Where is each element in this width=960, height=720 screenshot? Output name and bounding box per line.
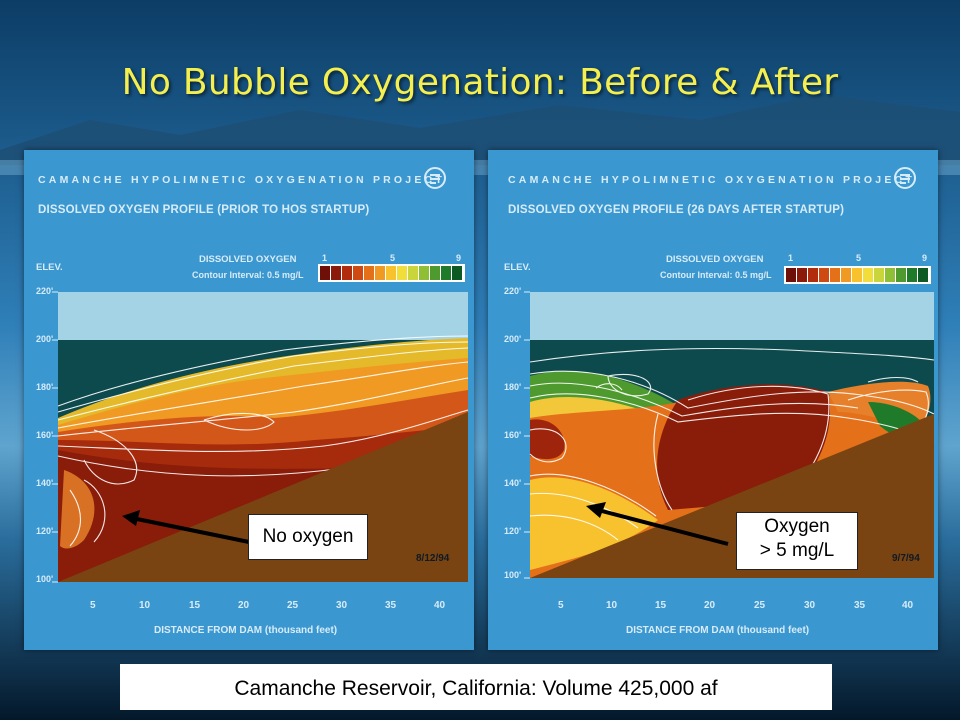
legend-swatch xyxy=(441,266,451,280)
x-tick: 10 xyxy=(606,600,618,611)
y-tick: 180' xyxy=(504,382,522,392)
legend-swatch xyxy=(885,268,895,282)
project-title: CAMANCHE HYPOLIMNETIC OXYGENATION PROJEC… xyxy=(38,174,445,186)
legend-swatch xyxy=(452,266,462,280)
profile-subtitle: DISSOLVED OXYGEN PROFILE (PRIOR TO HOS S… xyxy=(38,204,370,216)
legend-swatch xyxy=(397,266,407,280)
legend-swatch xyxy=(430,266,440,280)
y-tick: 120' xyxy=(504,526,522,536)
y-axis-label: ELEV. xyxy=(504,262,531,273)
legend-tick: 9 xyxy=(922,253,928,263)
profile-date: 8/12/94 xyxy=(416,553,450,564)
profile-panel-before: CAMANCHE HYPOLIMNETIC OXYGENATION PROJEC… xyxy=(24,150,474,650)
y-tick: 180' xyxy=(36,382,54,392)
legend-swatch xyxy=(863,268,873,282)
legend-tick: 1 xyxy=(788,253,794,263)
x-tick: 15 xyxy=(189,600,201,611)
callout-arrow xyxy=(586,502,729,546)
legend-swatch xyxy=(841,268,851,282)
slide-title: No Bubble Oxygenation: Before & After xyxy=(121,62,839,103)
y-tick: 220' xyxy=(36,286,54,296)
legend-swatch xyxy=(797,268,807,282)
x-tick: 30 xyxy=(336,600,348,611)
legend-color-bar xyxy=(784,266,931,284)
contour-plot-after xyxy=(524,266,935,579)
callout-text: Oxygen xyxy=(764,516,830,537)
legend-swatch xyxy=(408,266,418,280)
x-tick: 10 xyxy=(139,600,151,611)
y-tick: 140' xyxy=(36,478,54,488)
legend-swatch xyxy=(342,266,352,280)
legend-swatch xyxy=(419,266,429,280)
slide-caption: Camanche Reservoir, California: Volume 4… xyxy=(120,664,832,710)
y-tick: 100' xyxy=(504,570,522,580)
legend-swatch xyxy=(364,266,374,280)
callout-arrow xyxy=(122,510,250,544)
legend-swatch xyxy=(830,268,840,282)
x-tick: 40 xyxy=(902,600,914,611)
legend-contour-interval: Contour Interval: 0.5 mg/L xyxy=(192,270,304,280)
y-tick: 200' xyxy=(504,334,522,344)
y-tick: 140' xyxy=(504,478,522,488)
x-tick: 5 xyxy=(90,600,96,611)
legend-tick: 9 xyxy=(456,253,462,263)
y-tick: 100' xyxy=(36,574,54,584)
callout-text: > 5 mg/L xyxy=(759,540,835,561)
x-tick: 25 xyxy=(287,600,299,611)
legend-swatch xyxy=(320,266,330,280)
legend-swatch xyxy=(874,268,884,282)
legend-color-bar xyxy=(318,264,465,282)
x-tick: 15 xyxy=(655,600,667,611)
y-tick: 160' xyxy=(504,430,522,440)
profile-date: 9/7/94 xyxy=(892,553,920,564)
legend-swatch xyxy=(907,268,917,282)
legend-tick: 5 xyxy=(390,253,396,263)
profile-panel-after: CAMANCHE HYPOLIMNETIC OXYGENATION PROJEC… xyxy=(488,150,938,650)
legend-swatch xyxy=(819,268,829,282)
callout-no-oxygen: No oxygen xyxy=(248,514,368,560)
y-tick: 160' xyxy=(36,430,54,440)
x-tick: 30 xyxy=(804,600,816,611)
legend-swatch xyxy=(375,266,385,280)
callout-text: No oxygen xyxy=(262,526,354,547)
legend-title: DISSOLVED OXYGEN xyxy=(666,254,764,265)
legend-swatch xyxy=(918,268,928,282)
x-tick: 5 xyxy=(558,600,564,611)
x-tick: 40 xyxy=(434,600,446,611)
y-tick: 120' xyxy=(36,526,54,536)
legend-tick: 5 xyxy=(856,253,862,263)
legend-swatch xyxy=(786,268,796,282)
legend-contour-interval: Contour Interval: 0.5 mg/L xyxy=(660,270,772,280)
legend-swatch xyxy=(808,268,818,282)
agency-logo-icon xyxy=(894,167,916,189)
legend-swatch xyxy=(896,268,906,282)
contour-plot-before xyxy=(52,264,469,583)
x-tick: 35 xyxy=(854,600,866,611)
x-tick: 20 xyxy=(704,600,716,611)
legend-swatch xyxy=(852,268,862,282)
profile-subtitle: DISSOLVED OXYGEN PROFILE (26 DAYS AFTER … xyxy=(508,204,845,216)
agency-logo-icon xyxy=(424,167,446,189)
legend-swatch xyxy=(353,266,363,280)
x-axis-label: DISTANCE FROM DAM (thousand feet) xyxy=(626,625,810,636)
legend-title: DISSOLVED OXYGEN xyxy=(199,254,297,265)
legend-swatch xyxy=(386,266,396,280)
x-tick: 35 xyxy=(385,600,397,611)
y-axis-label: ELEV. xyxy=(36,262,63,273)
x-tick: 25 xyxy=(754,600,766,611)
x-axis-label: DISTANCE FROM DAM (thousand feet) xyxy=(154,625,338,636)
x-tick: 20 xyxy=(238,600,250,611)
y-tick: 220' xyxy=(504,286,522,296)
y-tick: 200' xyxy=(36,334,54,344)
callout-oxygen: Oxygen > 5 mg/L xyxy=(736,512,858,570)
legend-swatch xyxy=(331,266,341,280)
legend-tick: 1 xyxy=(322,253,328,263)
project-title: CAMANCHE HYPOLIMNETIC OXYGENATION PROJEC… xyxy=(508,174,915,186)
